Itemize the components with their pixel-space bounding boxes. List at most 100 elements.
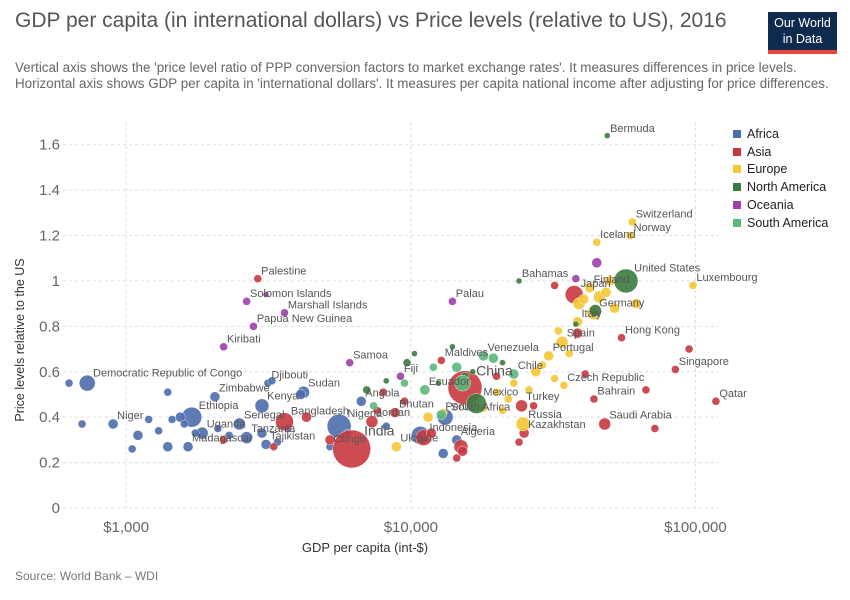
data-point[interactable] <box>256 427 268 439</box>
legend-item[interactable]: Asia <box>733 143 828 161</box>
data-point[interactable] <box>262 291 270 298</box>
data-point[interactable] <box>233 417 246 431</box>
data-point[interactable] <box>175 411 186 423</box>
data-point[interactable] <box>429 363 438 372</box>
data-point[interactable] <box>267 376 277 386</box>
data-point[interactable] <box>626 231 635 240</box>
data-point[interactable] <box>492 372 501 381</box>
data-point[interactable] <box>550 374 559 383</box>
data-point[interactable] <box>240 431 253 444</box>
data-point[interactable] <box>379 388 388 397</box>
data-point[interactable] <box>578 293 589 305</box>
data-point[interactable] <box>452 453 461 463</box>
legend-item[interactable]: South America <box>733 214 828 232</box>
data-point[interactable] <box>107 418 119 430</box>
data-point[interactable] <box>254 398 270 414</box>
data-point[interactable] <box>613 268 639 294</box>
data-point[interactable] <box>365 415 379 428</box>
legend-item[interactable]: North America <box>733 178 828 196</box>
data-point[interactable] <box>488 352 499 364</box>
data-point[interactable] <box>598 417 611 431</box>
data-point[interactable] <box>515 416 531 432</box>
data-point[interactable] <box>478 350 489 362</box>
data-point[interactable] <box>383 377 390 385</box>
data-point[interactable] <box>572 320 580 328</box>
data-point[interactable] <box>559 381 569 390</box>
data-point[interactable] <box>438 448 449 459</box>
data-point[interactable] <box>391 441 402 452</box>
data-point[interactable] <box>213 424 223 433</box>
data-point[interactable] <box>469 368 476 375</box>
data-point[interactable] <box>436 409 447 421</box>
data-point[interactable] <box>604 132 611 139</box>
data-point[interactable] <box>591 257 602 268</box>
data-point[interactable] <box>400 378 409 388</box>
data-point[interactable] <box>280 308 289 317</box>
data-point[interactable] <box>530 366 542 377</box>
data-point[interactable] <box>437 356 446 365</box>
data-point[interactable] <box>449 343 456 350</box>
data-point[interactable] <box>581 369 590 379</box>
data-point[interactable] <box>144 415 153 424</box>
legend-item[interactable]: Oceania <box>733 196 828 214</box>
data-point[interactable] <box>389 407 401 418</box>
data-point[interactable] <box>554 326 563 336</box>
data-point[interactable] <box>451 362 462 373</box>
data-point[interactable] <box>426 427 437 439</box>
data-point[interactable] <box>162 441 173 452</box>
data-point[interactable] <box>79 374 96 392</box>
data-point[interactable] <box>550 281 559 290</box>
data-point[interactable] <box>492 388 501 397</box>
data-point[interactable] <box>543 350 554 362</box>
data-point[interactable] <box>356 396 367 407</box>
data-point[interactable] <box>529 401 538 411</box>
data-point[interactable] <box>411 350 418 357</box>
data-point[interactable] <box>457 446 468 457</box>
data-point[interactable] <box>253 274 262 283</box>
data-point[interactable] <box>154 426 163 435</box>
data-point[interactable] <box>64 378 74 388</box>
data-point[interactable] <box>584 282 595 293</box>
data-point[interactable] <box>242 297 251 306</box>
data-point[interactable] <box>382 422 391 431</box>
data-point[interactable] <box>641 385 651 395</box>
data-point[interactable] <box>167 415 177 424</box>
owid-logo[interactable]: Our World in Data <box>768 12 837 54</box>
data-point[interactable] <box>182 441 194 452</box>
data-point[interactable] <box>589 394 599 404</box>
data-point[interactable] <box>448 297 457 306</box>
data-point[interactable] <box>180 419 189 429</box>
data-point[interactable] <box>209 391 221 402</box>
data-point[interactable] <box>419 384 431 396</box>
legend-item[interactable]: Europe <box>733 161 828 179</box>
data-point[interactable] <box>688 281 698 290</box>
data-point[interactable] <box>163 388 172 397</box>
data-point[interactable] <box>538 360 547 370</box>
data-point[interactable] <box>301 411 312 423</box>
data-point[interactable] <box>631 298 642 309</box>
data-point[interactable] <box>422 411 434 423</box>
data-point[interactable] <box>524 385 534 395</box>
data-point[interactable] <box>671 365 680 374</box>
data-point[interactable] <box>402 358 412 367</box>
data-point[interactable] <box>345 358 354 367</box>
data-point[interactable] <box>564 349 574 358</box>
legend-item[interactable]: Africa <box>733 125 828 143</box>
data-point[interactable] <box>332 429 371 469</box>
data-point[interactable] <box>589 304 602 317</box>
data-point[interactable] <box>400 397 409 406</box>
data-point[interactable] <box>324 434 336 446</box>
data-point[interactable] <box>369 401 378 411</box>
data-point[interactable] <box>555 336 569 349</box>
data-point[interactable] <box>650 424 660 433</box>
data-point[interactable] <box>219 435 228 445</box>
data-point[interactable] <box>515 399 528 413</box>
data-point[interactable] <box>628 217 637 227</box>
data-point[interactable] <box>224 431 234 440</box>
data-point[interactable] <box>514 437 524 447</box>
data-point[interactable] <box>269 442 278 451</box>
data-point[interactable] <box>295 389 306 400</box>
data-point[interactable] <box>592 238 601 247</box>
data-point[interactable] <box>617 333 626 342</box>
data-point[interactable] <box>77 419 87 429</box>
